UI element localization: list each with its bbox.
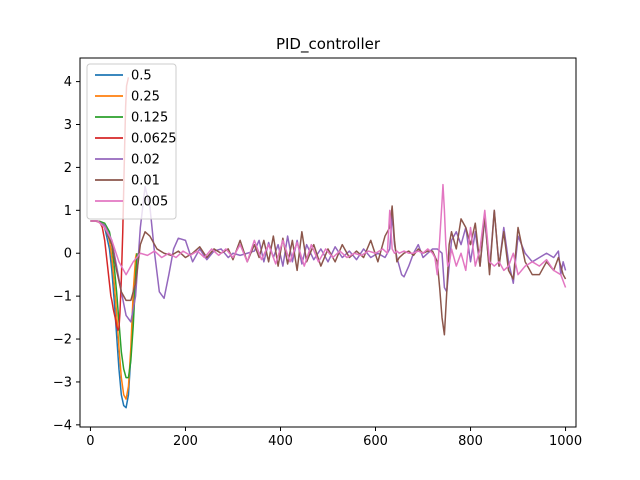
x-tick-label: 800 — [458, 434, 483, 449]
x-tick-label: 0 — [86, 434, 94, 449]
x-tick-label: 400 — [268, 434, 293, 449]
legend-label: 0.25 — [131, 90, 160, 105]
legend-label: 0.0625 — [131, 132, 177, 147]
y-tick-label: 1 — [64, 204, 72, 219]
y-tick-label: 2 — [64, 161, 72, 176]
legend: 0.5 0.25 0.125 0.0625 0.02 0.01 0.005 — [86, 63, 177, 220]
y-tick-label: −4 — [53, 418, 72, 433]
legend-label: 0.005 — [131, 195, 168, 210]
y-tick-label: −1 — [53, 290, 72, 305]
y-axis: −4 −3 −2 −1 0 1 2 3 4 — [53, 75, 80, 433]
chart-title: PID_controller — [276, 35, 381, 54]
x-tick-label: 1000 — [549, 434, 582, 449]
y-tick-label: 3 — [64, 118, 72, 133]
x-tick-label: 600 — [363, 434, 388, 449]
plot-lines — [90, 77, 567, 409]
x-tick-label: 200 — [173, 434, 198, 449]
y-tick-label: −3 — [53, 375, 72, 390]
y-tick-label: 0 — [64, 247, 72, 262]
series-line-5 — [90, 205, 567, 336]
legend-label: 0.02 — [131, 153, 160, 168]
y-tick-label: 4 — [64, 75, 72, 90]
legend-label: 0.125 — [131, 111, 168, 126]
legend-label: 0.5 — [131, 69, 152, 84]
legend-label: 0.01 — [131, 174, 160, 189]
series-line-6 — [90, 183, 567, 288]
x-axis: 0 200 400 600 800 1000 — [86, 427, 582, 449]
y-tick-label: −2 — [53, 333, 72, 348]
axes-frame — [79, 57, 577, 428]
